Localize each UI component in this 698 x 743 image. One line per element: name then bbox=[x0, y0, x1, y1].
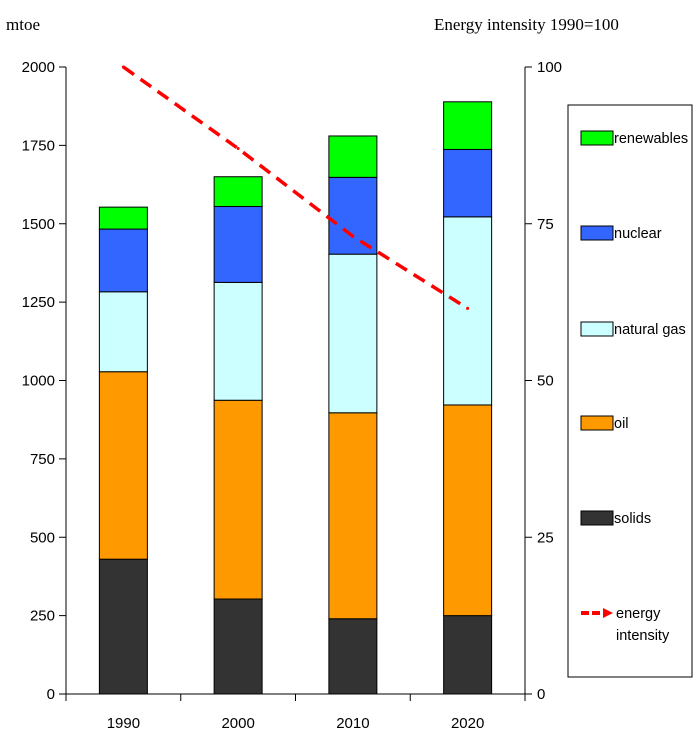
legend-label-nuclear: nuclear bbox=[614, 226, 662, 242]
legend-label-oil: oil bbox=[614, 416, 629, 432]
legend-label-energy-intensity-line: intensity bbox=[616, 628, 670, 644]
x-tick-label: 2010 bbox=[336, 715, 369, 732]
bar-segment-natural-gas-1990 bbox=[98, 291, 148, 373]
left-tick-label: 1750 bbox=[22, 137, 55, 154]
energy-intensity-point bbox=[351, 234, 355, 238]
bar-segment-oil-2020 bbox=[443, 404, 493, 617]
bar-segment-nuclear-2020 bbox=[443, 148, 493, 218]
bar-segment-renewables-1990 bbox=[98, 206, 148, 230]
legend-swatch-nuclear bbox=[580, 225, 614, 241]
legend-arrow-icon bbox=[603, 608, 613, 618]
legend: renewables nuclear natural gas oil solids ene… bbox=[567, 104, 693, 678]
right-axis-unit: Energy intensity 1990=100 bbox=[434, 15, 619, 34]
energy-intensity-line bbox=[122, 65, 469, 310]
x-tick-label: 2000 bbox=[221, 715, 254, 732]
left-tick-label: 250 bbox=[30, 608, 55, 625]
energy-intensity-point bbox=[236, 147, 240, 151]
bar-segment-renewables-2020 bbox=[443, 101, 493, 150]
bar-segment-solids-2000 bbox=[213, 598, 263, 695]
x-tick-label: 1990 bbox=[107, 715, 140, 732]
bar-segment-solids-2010 bbox=[328, 618, 378, 695]
legend-label-energy-intensity-line: energy bbox=[616, 606, 661, 622]
right-tick-label: 0 bbox=[537, 686, 545, 703]
left-tick-label: 0 bbox=[47, 686, 55, 703]
bar-segment-nuclear-2010 bbox=[328, 176, 378, 255]
bar-segment-natural-gas-2000 bbox=[213, 281, 263, 401]
legend-swatch-natural-gas bbox=[580, 321, 614, 337]
left-tick-label: 1500 bbox=[22, 216, 55, 233]
right-tick-label: 25 bbox=[537, 529, 554, 546]
left-tick-label: 500 bbox=[30, 529, 55, 546]
left-axis-unit: mtoe bbox=[6, 15, 40, 34]
bar-segment-nuclear-2000 bbox=[213, 206, 263, 283]
energy-intensity-point bbox=[121, 65, 125, 69]
legend-swatch-renewables bbox=[580, 130, 614, 146]
axes-layer: 0 250 500 750 1000 1250 1500 1750 2000 0 25 50 75 100… bbox=[22, 59, 562, 732]
left-tick-label: 2000 bbox=[22, 59, 55, 76]
energy-intensity-point bbox=[466, 306, 470, 310]
bar-segment-nuclear-1990 bbox=[98, 228, 148, 293]
right-tick-label: 100 bbox=[537, 59, 562, 76]
bar-segment-solids-2020 bbox=[443, 615, 493, 695]
bar-segment-oil-2000 bbox=[213, 399, 263, 600]
bar-segment-renewables-2010 bbox=[328, 135, 378, 178]
legend-label-solids: solids bbox=[614, 511, 651, 527]
left-tick-label: 1250 bbox=[22, 294, 55, 311]
legend-label-natural-gas: natural gas bbox=[614, 322, 686, 338]
left-tick-label: 750 bbox=[30, 451, 55, 468]
left-tick-label: 1000 bbox=[22, 373, 55, 390]
right-tick-label: 50 bbox=[537, 373, 554, 390]
bar-segment-oil-2010 bbox=[328, 412, 378, 620]
legend-label-renewables: renewables bbox=[614, 131, 688, 147]
energy-intensity-line-layer bbox=[121, 65, 470, 310]
bar-segment-natural-gas-2010 bbox=[328, 253, 378, 414]
legend-box bbox=[567, 104, 693, 678]
bars-layer bbox=[98, 101, 493, 695]
right-tick-label: 75 bbox=[537, 216, 554, 233]
x-tick-label: 2020 bbox=[451, 715, 484, 732]
bar-segment-solids-1990 bbox=[98, 558, 148, 695]
legend-swatch-oil bbox=[580, 415, 614, 431]
bar-segment-renewables-2000 bbox=[213, 176, 263, 208]
legend-swatch-solids bbox=[580, 510, 614, 526]
bar-segment-natural-gas-2020 bbox=[443, 216, 493, 406]
bar-segment-oil-1990 bbox=[98, 371, 148, 560]
